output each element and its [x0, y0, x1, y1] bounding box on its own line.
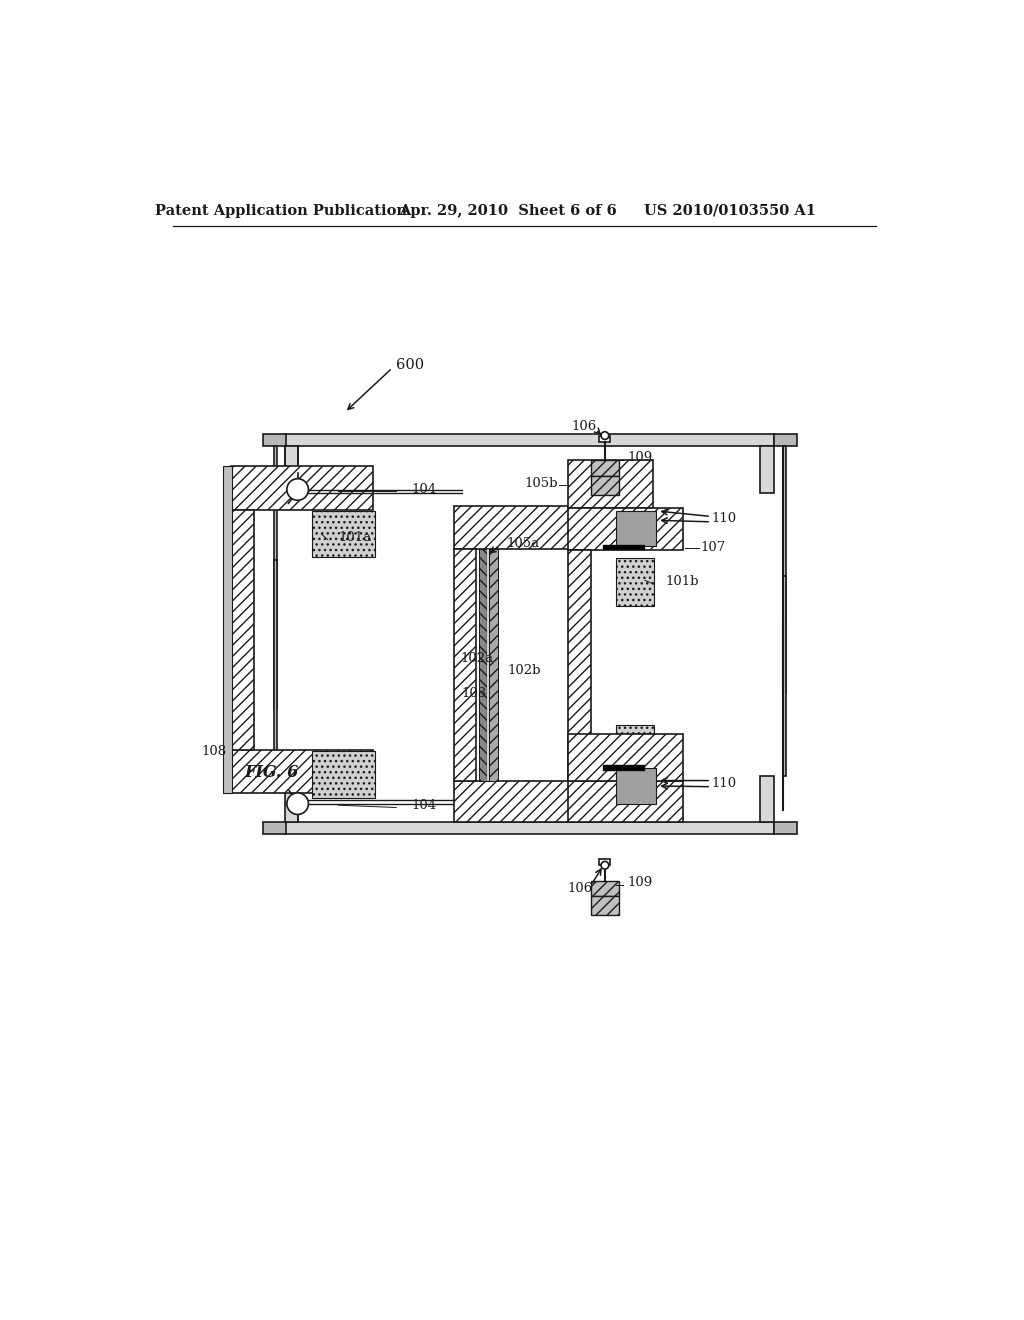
Text: 110: 110 — [712, 777, 737, 791]
Text: 110: 110 — [712, 512, 737, 525]
Text: 108: 108 — [202, 744, 226, 758]
Circle shape — [287, 479, 308, 500]
Bar — [454, 549, 475, 780]
Bar — [591, 880, 618, 896]
Bar — [599, 859, 610, 866]
Bar — [230, 510, 254, 750]
Bar — [603, 766, 645, 771]
Bar — [773, 822, 797, 834]
Bar — [285, 822, 773, 834]
Bar — [760, 446, 773, 492]
Text: 109: 109 — [628, 875, 652, 888]
Text: 107: 107 — [700, 541, 726, 554]
Bar — [487, 549, 489, 780]
Bar — [285, 434, 773, 446]
Text: 106: 106 — [571, 420, 596, 433]
Bar — [782, 576, 785, 776]
Bar — [478, 549, 487, 780]
Text: 102b: 102b — [508, 664, 542, 677]
Bar — [773, 434, 797, 446]
Circle shape — [601, 862, 608, 869]
Bar — [285, 446, 298, 488]
Bar — [591, 461, 618, 475]
Bar — [591, 896, 618, 915]
Text: US 2010/0103550 A1: US 2010/0103550 A1 — [644, 203, 816, 218]
Bar — [285, 780, 298, 822]
Text: 109: 109 — [628, 450, 652, 463]
Bar — [454, 780, 600, 822]
Bar — [760, 776, 773, 822]
Bar — [568, 508, 683, 550]
Bar — [615, 725, 654, 774]
Text: 104: 104 — [412, 799, 436, 812]
Text: Apr. 29, 2010  Sheet 6 of 6: Apr. 29, 2010 Sheet 6 of 6 — [399, 203, 616, 218]
Text: 106: 106 — [567, 882, 593, 895]
Bar — [615, 558, 654, 606]
Text: 105b: 105b — [524, 477, 558, 490]
Circle shape — [601, 432, 608, 440]
Text: FIG. 6: FIG. 6 — [245, 764, 299, 781]
Bar — [568, 550, 591, 780]
Bar — [782, 446, 785, 693]
Bar — [568, 780, 683, 822]
Text: Patent Application Publication: Patent Application Publication — [155, 203, 407, 218]
Bar — [603, 545, 645, 550]
Text: 105a: 105a — [506, 537, 540, 550]
Text: 600: 600 — [396, 358, 424, 372]
Bar — [591, 475, 618, 495]
Bar — [615, 768, 655, 804]
Bar — [223, 466, 232, 793]
Bar — [488, 549, 498, 780]
Bar — [615, 511, 655, 546]
Bar — [273, 446, 276, 708]
Bar — [273, 561, 276, 776]
Bar — [568, 461, 652, 508]
Text: 103: 103 — [461, 686, 486, 700]
Bar — [230, 750, 373, 793]
Bar — [599, 436, 610, 442]
Bar — [263, 434, 286, 446]
Text: 101b: 101b — [666, 576, 699, 589]
Bar — [311, 511, 375, 557]
Text: 102a: 102a — [461, 652, 494, 665]
Bar — [568, 734, 683, 780]
Text: 101a: 101a — [339, 531, 372, 544]
Bar — [454, 507, 600, 549]
Bar — [311, 751, 375, 797]
Bar — [230, 466, 373, 510]
Circle shape — [287, 793, 308, 814]
Text: 104: 104 — [412, 483, 436, 496]
Bar — [263, 822, 286, 834]
